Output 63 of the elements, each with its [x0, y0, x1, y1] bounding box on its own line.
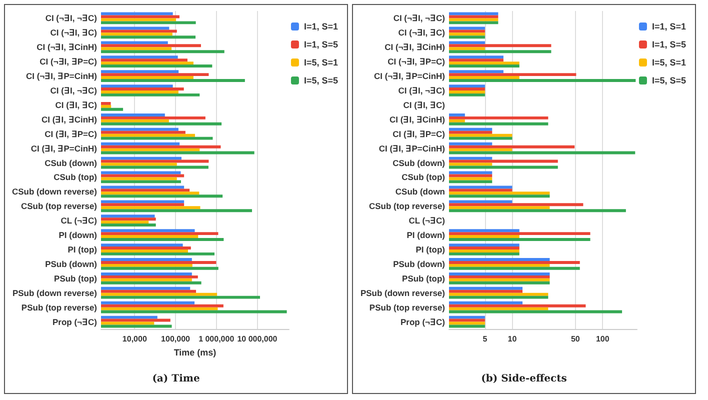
y-tick-label: PI (top): [416, 244, 446, 254]
y-tick-label: Prop (¬∃C): [52, 316, 98, 327]
y-tick-label: CI (¬∃I, ∃C): [398, 28, 446, 38]
y-tick-label: CI (¬∃I, ∃C): [50, 28, 98, 38]
y-tick-label: CI (¬∃I, ∃P=C): [40, 56, 98, 67]
y-tick-label: CSub (down reverse): [12, 186, 98, 197]
legend-label: I=1, S=1: [304, 22, 338, 32]
legend-label: I=5, S=5: [652, 76, 686, 86]
y-tick-label: CSub (top reverse): [368, 201, 446, 212]
x-tick-label: 10 000,000: [237, 334, 278, 344]
x-tick-label: 1 000,000: [198, 334, 235, 344]
y-tick-label: CI (∃I, ∃CinH): [390, 114, 446, 124]
y-tick-label: CL (¬∃C): [60, 216, 98, 226]
y-tick-label: CL (¬∃C): [408, 216, 446, 226]
y-tick-label: CSub (top): [54, 172, 98, 182]
y-tick-label: CI (∃I, ¬∃C): [398, 86, 446, 96]
text: (b) Side-effects: [481, 374, 568, 384]
y-tick-label: CI (∃I, ∃C): [55, 100, 98, 110]
y-tick-label: CI (¬∃I, ∃P=CinH): [26, 71, 98, 82]
y-tick-label: CI (∃I, ∃P=C): [44, 128, 98, 139]
y-tick-label: CI (∃I, ∃P=C): [392, 128, 446, 139]
y-tick-label: PSub (down reverse): [360, 288, 446, 298]
y-tick-label: CI (∃I, ∃C): [403, 100, 446, 110]
y-tick-label: CI (¬∃I, ¬∃C): [45, 13, 98, 24]
y-tick-label: CI (¬∃I, ¬∃C): [393, 13, 446, 24]
x-tick-label: 100: [596, 334, 610, 344]
x-tick-label: 10,000: [122, 334, 148, 344]
y-tick-label: PI (top): [68, 244, 98, 254]
y-tick-label: CI (∃I, ∃P=CinH): [30, 143, 98, 154]
y-tick-label: Prop (¬∃C): [400, 316, 446, 327]
y-tick-label: PI (down): [406, 230, 446, 240]
x-tick-label: 5: [482, 334, 488, 344]
y-tick-label: PSub (top): [54, 273, 98, 284]
y-tick-label: CI (¬∃I, ∃CinH): [384, 42, 446, 52]
y-tick-label: PSub (down): [393, 258, 446, 269]
x-tick-label: 100,000: [161, 334, 191, 344]
y-tick-label: PSub (down reverse): [12, 288, 98, 298]
y-tick-label: CI (¬∃I, ∃P=CinH): [374, 71, 446, 82]
y-tick-label: CSub (down): [44, 158, 98, 168]
x-tick-label: 10: [508, 334, 518, 344]
x-tick-label: 50: [570, 334, 580, 344]
legend-label: I=5, S=1: [652, 58, 686, 68]
y-tick-label: CSub (top reverse): [20, 201, 98, 212]
x-axis-title: Time (ms): [174, 347, 216, 358]
y-tick-label: PI (down): [58, 230, 98, 240]
y-tick-label: CI (¬∃I, ∃CinH): [36, 42, 98, 52]
y-tick-label: CI (∃I, ¬∃C): [50, 86, 98, 96]
y-tick-label: PSub (top reverse): [21, 302, 98, 312]
y-tick-label: PSub (top reverse): [369, 302, 446, 312]
y-tick-label: PSub (down): [45, 258, 98, 269]
legend-label: I=1, S=5: [652, 40, 686, 50]
y-tick-label: PSub (top): [402, 273, 446, 284]
y-tick-label: CSub (top): [402, 172, 446, 182]
y-tick-label: CI (∃I, ∃CinH): [42, 114, 98, 124]
legend-label: I=1, S=1: [652, 22, 686, 32]
legend-label: I=1, S=5: [304, 40, 338, 50]
y-tick-label: CSub (down): [392, 158, 446, 168]
text: (a) Time: [152, 374, 200, 384]
y-tick-label: CSub (down: [395, 186, 445, 197]
legend-label: I=5, S=1: [304, 58, 338, 68]
legend-label: I=5, S=5: [304, 76, 338, 86]
y-tick-label: CI (∃I, ∃P=CinH): [378, 143, 446, 154]
y-tick-label: CI (¬∃I, ∃P=C): [388, 56, 446, 67]
